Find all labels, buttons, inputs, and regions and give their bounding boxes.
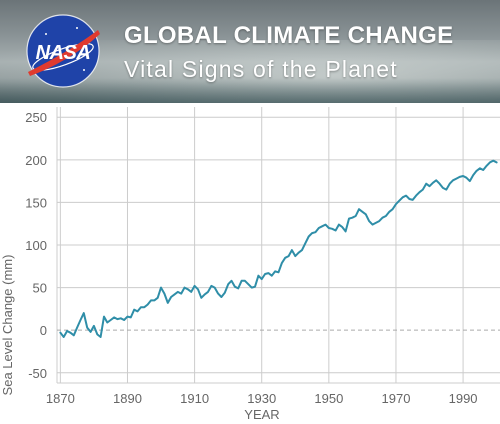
y-tick-label: 250	[25, 110, 47, 125]
page-title: GLOBAL CLIMATE CHANGE	[124, 22, 454, 49]
x-tick-label: 1950	[314, 391, 343, 406]
banner-background-water	[0, 78, 500, 103]
sea-level-chart: -50 0 50 100 150 200 250 1870 1890 1910 1930 1950 19…	[0, 107, 500, 422]
axis-tick-labels: -50 0 50 100 150 200 250 1870 1890 1910 1930 1950 19…	[25, 110, 477, 406]
sea-level-series-line	[59, 159, 498, 338]
x-tick-label: 1910	[180, 391, 209, 406]
y-tick-label: 0	[40, 323, 47, 338]
header-banner: NASA GLOBAL CLIMATE CHANGE Vital Signs o…	[0, 0, 500, 103]
x-tick-label: 1890	[113, 391, 142, 406]
x-tick-label: 1990	[449, 391, 478, 406]
x-tick-label: 1930	[247, 391, 276, 406]
x-axis-title: YEAR	[244, 407, 279, 422]
y-tick-label: 150	[25, 195, 47, 210]
x-tick-label: 1970	[382, 391, 411, 406]
chart-grid	[56, 107, 500, 384]
y-axis-title: Sea Level Change (mm)	[0, 255, 15, 396]
nasa-logo-text: NASA	[36, 42, 91, 64]
nasa-logo[interactable]: NASA	[22, 12, 104, 90]
page-subtitle: Vital Signs of the Planet	[124, 56, 398, 82]
y-tick-label: 100	[25, 238, 47, 253]
y-tick-label: 50	[33, 281, 47, 296]
chart-series-area	[59, 159, 498, 338]
x-tick-label: 1870	[46, 391, 75, 406]
y-tick-label: -50	[28, 366, 47, 381]
y-tick-label: 200	[25, 153, 47, 168]
